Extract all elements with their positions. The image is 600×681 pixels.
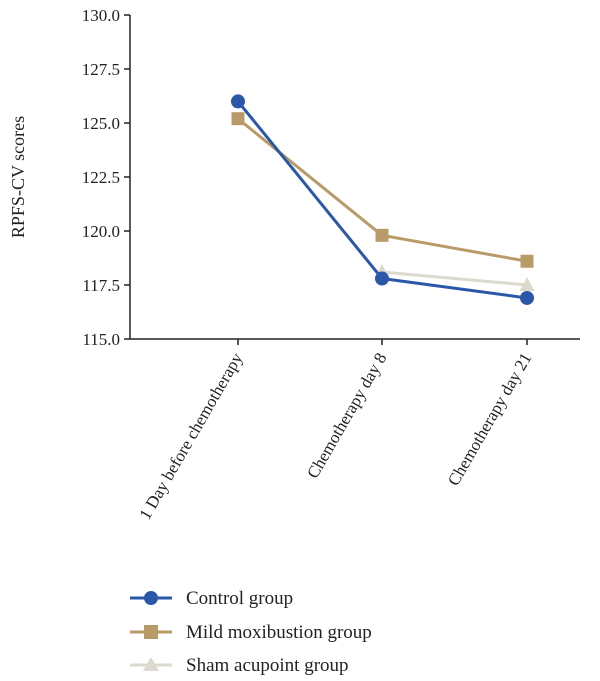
y-tick-label: 117.5 <box>82 276 120 295</box>
y-tick-label: 130.0 <box>82 6 120 25</box>
series-line-segment <box>236 100 384 280</box>
series-line-segment <box>381 277 528 300</box>
legend-marker <box>144 625 158 639</box>
data-point <box>231 112 245 126</box>
data-point <box>231 94 245 109</box>
series-line-segment <box>381 233 528 263</box>
legend-item: Sham acupoint group <box>130 655 349 676</box>
y-ticks: 115.0 117.5 120.0 122.5 125.0 127.5 130.0 <box>82 6 130 349</box>
data-point <box>519 277 535 291</box>
legend-marker <box>144 591 158 605</box>
y-tick-label: 127.5 <box>82 60 120 79</box>
axes <box>129 15 580 340</box>
y-tick-label: 125.0 <box>82 114 120 133</box>
legend-label: Sham acupoint group <box>186 655 349 676</box>
series-line-segment <box>381 270 528 287</box>
legend-label: Control group <box>186 588 293 609</box>
y-tick-label: 122.5 <box>82 168 120 187</box>
series-line-segment <box>237 117 383 237</box>
legend: Control group Mild moxibustion group Sham … <box>130 588 372 676</box>
x-tick-label: 1 Day before chemotherapy <box>135 349 246 523</box>
x-ticks: 1 Day before chemotherapy Chemotherapy da… <box>135 339 535 523</box>
legend-label: Mild moxibustion group <box>186 622 372 643</box>
data-point <box>520 290 534 305</box>
x-tick-label: Chemotherapy day 8 <box>303 350 390 482</box>
y-tick-label: 115.0 <box>82 330 120 349</box>
x-tick-label: Chemotherapy day 21 <box>444 350 536 490</box>
data-point <box>375 228 389 242</box>
data-point <box>375 271 389 286</box>
legend-marker <box>143 657 159 671</box>
series-1 <box>231 112 534 268</box>
series-0 <box>231 94 534 305</box>
data-point <box>520 254 534 268</box>
series-layer <box>231 94 535 305</box>
y-axis-label: RPFS-CV scores <box>8 116 28 238</box>
y-tick-label: 120.0 <box>82 222 120 241</box>
legend-item: Mild moxibustion group <box>130 622 372 643</box>
legend-item: Control group <box>130 588 293 609</box>
